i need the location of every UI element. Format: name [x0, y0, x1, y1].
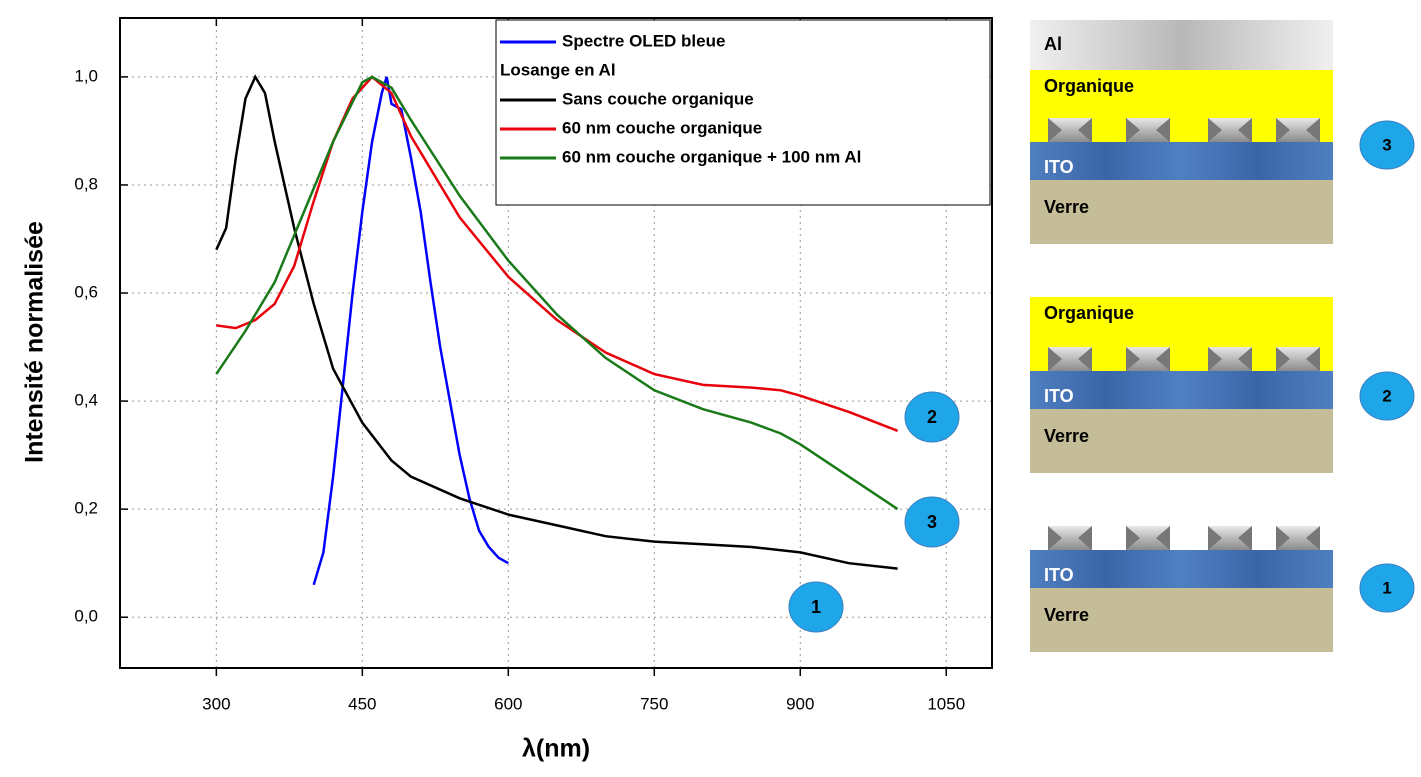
- al-diamond-shade: [1238, 118, 1252, 142]
- al-diamond-shade: [1126, 526, 1140, 550]
- stack-number-circle: [1359, 563, 1415, 613]
- layer: [1030, 180, 1333, 244]
- legend-box: [495, 19, 991, 206]
- y-tick-label: 0,0: [74, 607, 98, 626]
- x-axis-label: λ(nm): [522, 735, 590, 763]
- legend-label: 60 nm couche organique + 100 nm Al: [562, 147, 861, 166]
- al-diamond-shade: [1276, 118, 1290, 142]
- layer-label: Verre: [1044, 197, 1089, 217]
- data-line: [215, 74, 898, 570]
- layer: [1030, 142, 1333, 180]
- data-line: [215, 75, 899, 511]
- al-diamond-shade: [1126, 118, 1140, 142]
- stack-number-circle: [1359, 120, 1415, 170]
- x-tick-label: 600: [494, 694, 522, 713]
- al-diamond-shade: [1156, 118, 1170, 142]
- layer-label: Al: [1044, 34, 1062, 54]
- layer-label: ITO: [1044, 386, 1074, 406]
- y-tick-label: 1,0: [74, 66, 98, 85]
- al-diamond-shade: [1238, 347, 1252, 371]
- annotation-circle: [788, 581, 844, 633]
- layer-label: Verre: [1044, 605, 1089, 625]
- legend-label: Sans couche organique: [562, 89, 754, 108]
- x-tick-label: 750: [640, 694, 668, 713]
- y-tick-label: 0,4: [74, 391, 98, 410]
- al-diamond-shade: [1276, 526, 1290, 550]
- layer-label: Verre: [1044, 426, 1089, 446]
- x-tick-label: 900: [786, 694, 814, 713]
- annotation-circle: [904, 391, 960, 443]
- data-line: [312, 76, 509, 586]
- al-diamond-shade: [1208, 347, 1222, 371]
- y-tick-label: 0,6: [74, 283, 98, 302]
- layer-label: Organique: [1044, 303, 1134, 323]
- layer: [1030, 371, 1333, 409]
- stack-number-circle: [1359, 371, 1415, 421]
- al-diamond-shade: [1078, 526, 1092, 550]
- data-line: [216, 75, 899, 432]
- legend-label: Spectre OLED bleue: [562, 31, 725, 50]
- layer: [1030, 588, 1333, 652]
- al-diamond-shade: [1276, 347, 1290, 371]
- layer-diagrams: Al Organique ITO Verre 3 Organique ITO Verre 2 IT…: [1030, 20, 1415, 652]
- al-diamond-shade: [1208, 118, 1222, 142]
- stack-number: 2: [1382, 386, 1391, 405]
- layer-label: Organique: [1044, 76, 1134, 96]
- layer: [1030, 550, 1333, 588]
- y-axis-label: Intensité normalisée: [21, 221, 49, 463]
- al-diamond-shade: [1156, 347, 1170, 371]
- al-diamond-shade: [1306, 526, 1320, 550]
- layer: [1030, 20, 1333, 70]
- x-tick-label: 1050: [927, 694, 965, 713]
- x-tick-label: 450: [348, 694, 376, 713]
- annotation-label: 2: [927, 407, 937, 427]
- al-diamond-shade: [1048, 347, 1062, 371]
- y-tick-label: 0,2: [74, 499, 98, 518]
- x-tick-label: 300: [202, 694, 230, 713]
- plot-frame: [119, 17, 993, 669]
- layer-label: ITO: [1044, 565, 1074, 585]
- al-diamond-shade: [1156, 526, 1170, 550]
- stack-number: 3: [1382, 135, 1391, 154]
- al-diamond-shade: [1306, 347, 1320, 371]
- al-diamond-shade: [1078, 118, 1092, 142]
- al-diamond-shade: [1048, 526, 1062, 550]
- al-diamond-shade: [1078, 347, 1092, 371]
- al-diamond-shade: [1048, 118, 1062, 142]
- al-diamond-shade: [1208, 526, 1222, 550]
- annotation-label: 3: [927, 512, 937, 532]
- al-diamond-shade: [1306, 118, 1320, 142]
- layer: [1030, 409, 1333, 473]
- al-diamond-shade: [1238, 526, 1252, 550]
- stack-number: 1: [1382, 578, 1391, 597]
- legend-heading: Losange en Al: [500, 60, 616, 79]
- annotation-label: 1: [811, 597, 821, 617]
- annotation-circle: [904, 496, 960, 548]
- al-diamond-shade: [1126, 347, 1140, 371]
- layer-label: ITO: [1044, 157, 1074, 177]
- y-tick-label: 0,8: [74, 174, 98, 193]
- legend-label: 60 nm couche organique: [562, 118, 762, 137]
